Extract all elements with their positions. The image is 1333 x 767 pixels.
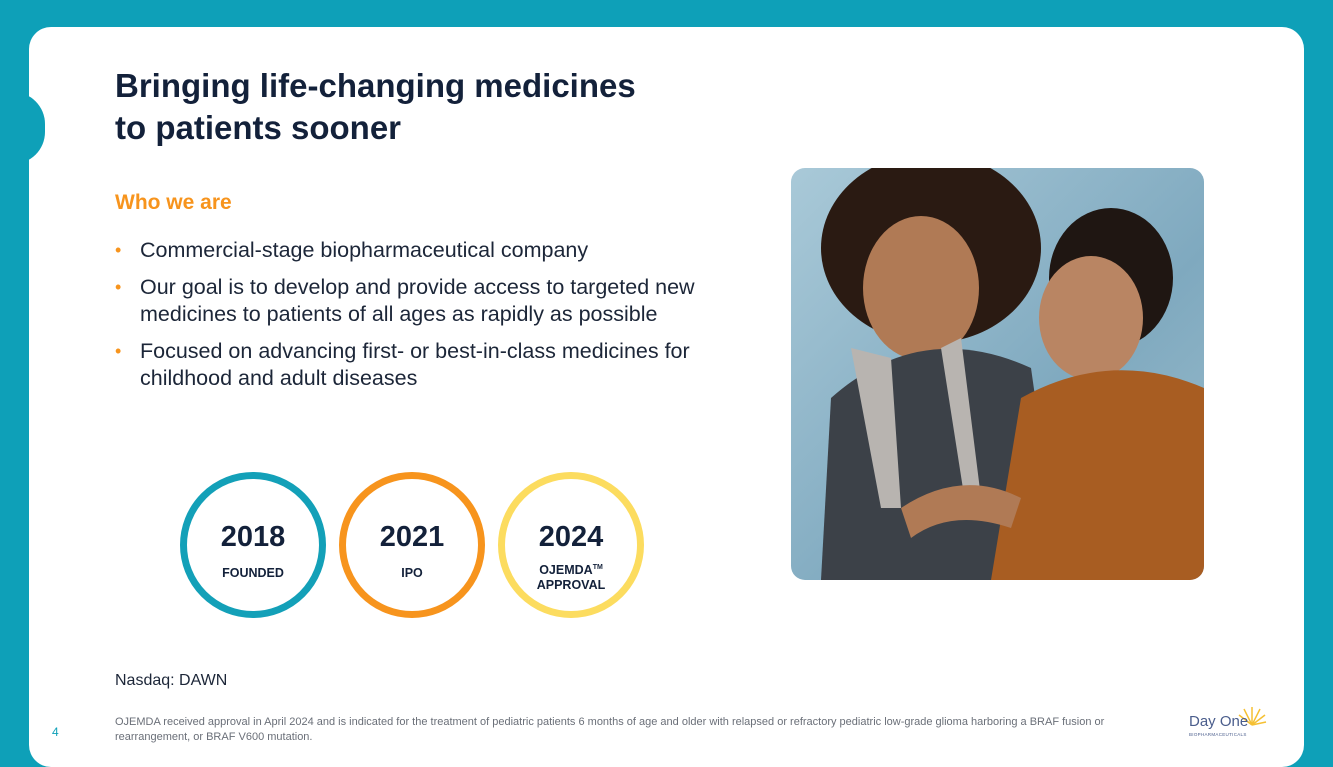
sun-icon xyxy=(1238,707,1267,726)
bullet-item: • Focused on advancing first- or best-in-… xyxy=(115,338,735,392)
milestone-year: 2021 xyxy=(379,521,445,553)
bullet-text: Commercial-stage biopharmaceutical compa… xyxy=(140,238,589,262)
milestone-label-text: OJEMDA xyxy=(539,563,593,578)
milestone-ipo: 2021 IPO xyxy=(339,472,485,618)
bullet-icon: • xyxy=(115,277,122,297)
page-title: Bringing life-changing medicines to pati… xyxy=(115,65,636,149)
section-subtitle: Who we are xyxy=(115,191,232,214)
scarf xyxy=(851,338,981,508)
slide-tab-decoration xyxy=(13,92,45,164)
milestone-approval: 2024 OJEMDATM APPROVAL xyxy=(498,472,644,618)
bullet-list: • Commercial-stage biopharmaceutical comp… xyxy=(115,237,735,402)
milestone-year: 2024 xyxy=(538,521,604,553)
milestone-label: IPO xyxy=(401,566,423,580)
footnote: OJEMDA received approval in April 2024 a… xyxy=(115,716,1105,743)
face-left xyxy=(863,216,979,360)
photo-two-women-smiling xyxy=(791,168,1204,580)
bullet-icon: • xyxy=(115,240,122,260)
title-line-2: to patients sooner xyxy=(115,109,402,146)
bullet-item: • Commercial-stage biopharmaceutical comp… xyxy=(115,237,735,264)
sweater-right xyxy=(991,370,1204,580)
bullet-item: • Our goal is to develop and provide acce… xyxy=(115,274,735,328)
logo-name: Day One xyxy=(1189,713,1249,730)
nasdaq-ticker: Nasdaq: DAWN xyxy=(115,672,228,689)
milestone-year: 2018 xyxy=(220,521,286,553)
milestone-founded: 2018 FOUNDED xyxy=(180,472,326,618)
trademark-sup: TM xyxy=(592,564,603,571)
bullet-text: Focused on advancing first- or best-in-c… xyxy=(140,339,690,390)
milestone-label: FOUNDED xyxy=(222,566,284,580)
face-right xyxy=(1039,256,1143,380)
logo-tagline: BIOPHARMACEUTICALS xyxy=(1189,732,1247,737)
bullet-icon: • xyxy=(115,341,122,361)
title-line-1: Bringing life-changing medicines xyxy=(115,67,636,104)
slide-card: Bringing life-changing medicines to pati… xyxy=(13,27,1304,767)
photo-illustration xyxy=(821,168,1204,580)
milestone-label-text: APPROVAL xyxy=(536,578,606,593)
milestone-label: OJEMDATM APPROVAL xyxy=(537,560,606,593)
arms xyxy=(901,485,1021,538)
day-one-logo: Day One BIOPHARMACEUTICALS xyxy=(1189,705,1269,741)
bullet-text: Our goal is to develop and provide acces… xyxy=(140,275,695,326)
page-number: 4 xyxy=(52,725,59,739)
